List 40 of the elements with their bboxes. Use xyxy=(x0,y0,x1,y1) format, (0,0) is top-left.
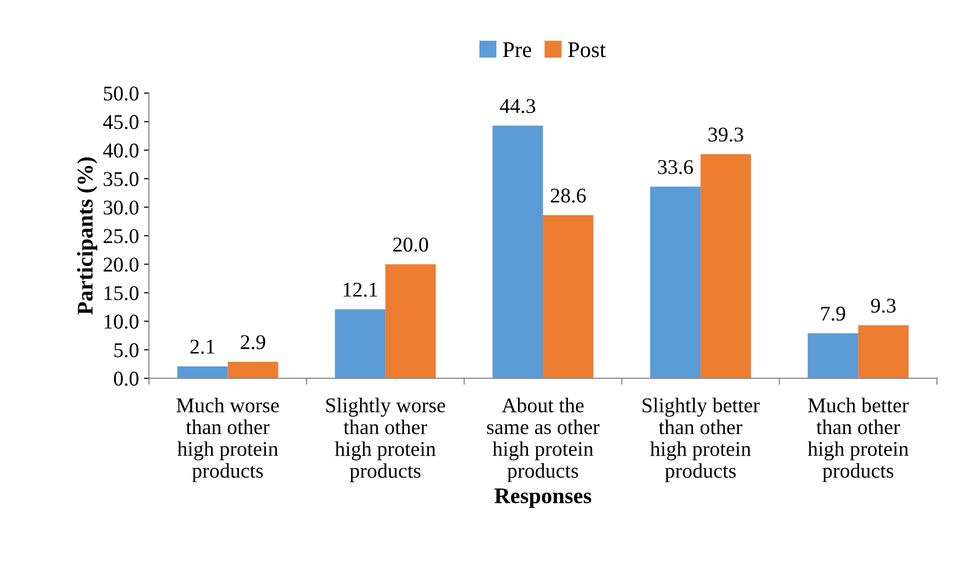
data-label: 20.0 xyxy=(393,238,428,252)
data-label: 39.3 xyxy=(708,128,744,142)
bar xyxy=(228,362,278,378)
data-label: 9.3 xyxy=(871,298,896,313)
y-tick-label: 0.0 xyxy=(114,372,138,386)
legend-label: Pre xyxy=(502,42,532,58)
x-tick-label: Slightly better than other high protein products xyxy=(642,398,760,482)
x-axis-title: Responses xyxy=(494,488,592,508)
bar xyxy=(808,333,858,378)
legend-label: Post xyxy=(568,42,606,58)
data-label: 12.1 xyxy=(344,282,378,297)
y-tick-label: 40.0 xyxy=(103,144,138,158)
bar xyxy=(334,309,386,378)
bar xyxy=(492,126,543,378)
bar xyxy=(385,264,436,378)
y-tick-label: 5.0 xyxy=(114,343,138,358)
y-tick-label: 45.0 xyxy=(103,115,138,130)
y-tick-label: 25.0 xyxy=(104,229,138,244)
data-label: 44.3 xyxy=(500,99,536,114)
data-label: 28.6 xyxy=(550,188,586,203)
x-tick-label: Much worse than other high protein products xyxy=(176,398,279,482)
y-tick-label: 10.0 xyxy=(104,314,138,329)
data-label: 2.9 xyxy=(240,335,266,350)
bar xyxy=(177,366,228,378)
data-label: 33.6 xyxy=(658,160,693,174)
y-tick-label: 30.0 xyxy=(104,200,138,215)
data-label: 7.9 xyxy=(821,306,846,321)
y-tick-label: 35.0 xyxy=(104,172,138,186)
bar xyxy=(858,325,909,378)
y-tick-label: 20.0 xyxy=(104,258,138,272)
y-tick-label: 15.0 xyxy=(104,286,138,300)
x-tick-label: Much better than other high protein products xyxy=(808,398,909,482)
bar xyxy=(650,186,701,378)
x-tick-label: About the same as other high protein products xyxy=(487,398,600,482)
bar xyxy=(700,154,751,378)
y-axis-title: Participants (%) xyxy=(77,157,98,315)
y-tick-label: 50.0 xyxy=(104,86,138,101)
data-label: 2.1 xyxy=(190,340,214,354)
bar xyxy=(542,215,594,378)
x-tick-label: Slightly worse than other high protein products xyxy=(326,398,446,482)
